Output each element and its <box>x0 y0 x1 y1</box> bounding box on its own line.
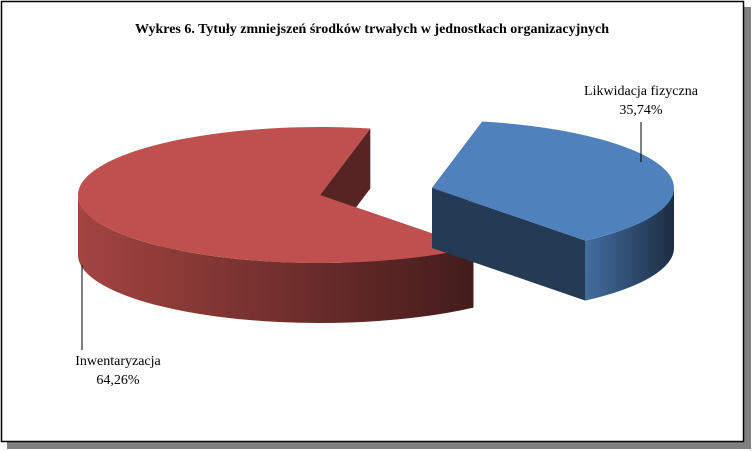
pie <box>77 121 674 323</box>
slice-cut-face <box>432 188 586 301</box>
slice <box>432 121 674 241</box>
slice-value-label: 35,74% <box>619 103 663 118</box>
slice <box>77 127 474 264</box>
slice-side <box>78 195 474 323</box>
slice-side <box>585 188 674 301</box>
slice-label: Inwentaryzacja <box>75 354 161 369</box>
slice-label: Likwidacja fizyczna <box>584 84 699 99</box>
chart-title: Wykres 6. Tytuły zmniejszeń środków trwa… <box>135 22 609 37</box>
slice-value-label: 64,26% <box>96 373 140 388</box>
